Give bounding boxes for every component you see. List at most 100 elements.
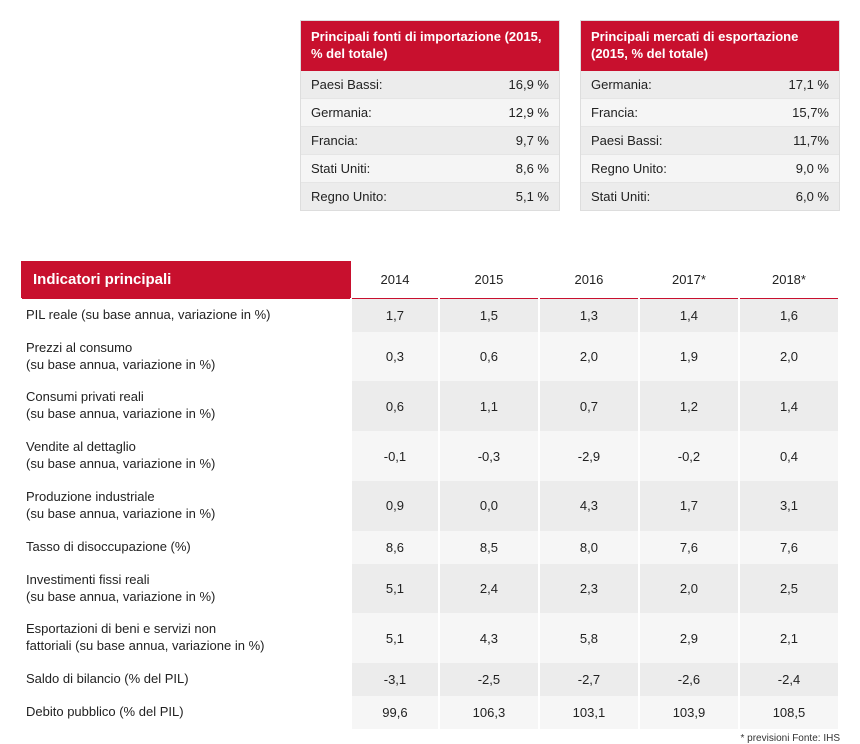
indicator-value: 5,8 xyxy=(539,613,639,663)
indicator-value: 8,5 xyxy=(439,531,539,564)
indicator-value: -0,1 xyxy=(351,431,439,481)
indicator-value: -2,4 xyxy=(739,663,839,696)
indicator-value: 1,4 xyxy=(639,298,739,331)
indicator-value: 2,3 xyxy=(539,564,639,614)
exports-label: Regno Unito: xyxy=(591,161,667,176)
imports-value: 8,6 % xyxy=(516,161,549,176)
imports-row: Regno Unito:5,1 % xyxy=(301,182,559,210)
indicator-value: 1,6 xyxy=(739,298,839,331)
exports-value: 17,1 % xyxy=(789,77,829,92)
indicator-value: 4,3 xyxy=(439,613,539,663)
indicator-value: 1,7 xyxy=(639,481,739,531)
indicators-table: Indicatori principali 2014 2015 2016 201… xyxy=(20,261,840,729)
indicator-value: 2,0 xyxy=(539,332,639,382)
indicator-value: 2,1 xyxy=(739,613,839,663)
exports-table: Principali mercati di esportazione (2015… xyxy=(580,20,840,211)
indicator-value: 3,1 xyxy=(739,481,839,531)
indicator-value: 1,7 xyxy=(351,298,439,331)
indicator-label: Tasso di disoccupazione (%) xyxy=(21,531,351,564)
imports-row: Germania:12,9 % xyxy=(301,98,559,126)
indicator-value: 1,3 xyxy=(539,298,639,331)
indicator-value: 106,3 xyxy=(439,696,539,729)
year-col-1: 2015 xyxy=(439,261,539,299)
table-row: PIL reale (su base annua, variazione in … xyxy=(21,298,839,331)
indicator-value: 8,0 xyxy=(539,531,639,564)
imports-row: Paesi Bassi: 16,9 % xyxy=(301,71,559,98)
indicator-value: -2,6 xyxy=(639,663,739,696)
indicator-value: 2,0 xyxy=(639,564,739,614)
year-col-2: 2016 xyxy=(539,261,639,299)
indicator-value: -3,1 xyxy=(351,663,439,696)
imports-header: Principali fonti di importazione (2015, … xyxy=(301,21,559,71)
indicator-value: 0,3 xyxy=(351,332,439,382)
indicator-label: PIL reale (su base annua, variazione in … xyxy=(21,298,351,331)
indicator-value: 8,6 xyxy=(351,531,439,564)
indicator-label: Consumi privati reali(su base annua, var… xyxy=(21,381,351,431)
indicator-value: 4,3 xyxy=(539,481,639,531)
indicator-value: 1,2 xyxy=(639,381,739,431)
exports-label: Francia: xyxy=(591,105,638,120)
exports-value: 6,0 % xyxy=(796,189,829,204)
exports-label: Stati Uniti: xyxy=(591,189,650,204)
indicator-value: 0,0 xyxy=(439,481,539,531)
indicator-value: -0,2 xyxy=(639,431,739,481)
exports-value: 11,7% xyxy=(793,133,829,148)
indicator-value: -2,5 xyxy=(439,663,539,696)
indicator-value: 2,9 xyxy=(639,613,739,663)
imports-value: 12,9 % xyxy=(509,105,549,120)
table-row: Investimenti fissi reali(su base annua, … xyxy=(21,564,839,614)
top-tables-row: Principali fonti di importazione (2015, … xyxy=(300,20,840,211)
table-row: Vendite al dettaglio(su base annua, vari… xyxy=(21,431,839,481)
indicator-value: 1,1 xyxy=(439,381,539,431)
indicator-value: 7,6 xyxy=(739,531,839,564)
table-row: Saldo di bilancio (% del PIL)-3,1-2,5-2,… xyxy=(21,663,839,696)
indicator-value: -0,3 xyxy=(439,431,539,481)
indicator-value: 103,1 xyxy=(539,696,639,729)
table-row: Esportazioni di beni e servizi nonfattor… xyxy=(21,613,839,663)
imports-value: 16,9 % xyxy=(509,77,549,92)
exports-row: Paesi Bassi: 11,7% xyxy=(581,126,839,154)
indicator-value: 2,0 xyxy=(739,332,839,382)
imports-label: Stati Uniti: xyxy=(311,161,370,176)
indicator-label: Produzione industriale(su base annua, va… xyxy=(21,481,351,531)
indicator-value: 0,9 xyxy=(351,481,439,531)
indicator-value: 2,4 xyxy=(439,564,539,614)
indicator-label: Vendite al dettaglio(su base annua, vari… xyxy=(21,431,351,481)
imports-value: 9,7 % xyxy=(516,133,549,148)
year-col-3: 2017* xyxy=(639,261,739,299)
indicator-value: 1,5 xyxy=(439,298,539,331)
exports-label: Paesi Bassi: xyxy=(591,133,663,148)
indicator-value: 108,5 xyxy=(739,696,839,729)
year-col-0: 2014 xyxy=(351,261,439,299)
indicator-value: 2,5 xyxy=(739,564,839,614)
indicator-value: -2,9 xyxy=(539,431,639,481)
indicator-label: Saldo di bilancio (% del PIL) xyxy=(21,663,351,696)
indicator-value: 0,6 xyxy=(351,381,439,431)
exports-row: Germania:17,1 % xyxy=(581,71,839,98)
indicator-value: 1,9 xyxy=(639,332,739,382)
exports-value: 9,0 % xyxy=(796,161,829,176)
table-row: Debito pubblico (% del PIL)99,6106,3103,… xyxy=(21,696,839,729)
indicator-value: 0,7 xyxy=(539,381,639,431)
indicator-label: Prezzi al consumo(su base annua, variazi… xyxy=(21,332,351,382)
indicator-value: 1,4 xyxy=(739,381,839,431)
indicator-value: -2,7 xyxy=(539,663,639,696)
indicator-value: 0,4 xyxy=(739,431,839,481)
exports-value: 15,7% xyxy=(792,105,829,120)
indicator-label: Debito pubblico (% del PIL) xyxy=(21,696,351,729)
imports-label: Francia: xyxy=(311,133,358,148)
indicator-value: 5,1 xyxy=(351,613,439,663)
exports-header: Principali mercati di esportazione (2015… xyxy=(581,21,839,71)
indicator-label: Esportazioni di beni e servizi nonfattor… xyxy=(21,613,351,663)
indicators-header-row: Indicatori principali 2014 2015 2016 201… xyxy=(21,261,839,299)
exports-row: Regno Unito: 9,0 % xyxy=(581,154,839,182)
exports-body: Germania:17,1 % Francia: 15,7% Paesi Bassi:… xyxy=(581,71,839,210)
table-row: Tasso di disoccupazione (%)8,68,58,07,67… xyxy=(21,531,839,564)
exports-row: Francia: 15,7% xyxy=(581,98,839,126)
indicator-value: 99,6 xyxy=(351,696,439,729)
imports-row: Francia: 9,7 % xyxy=(301,126,559,154)
imports-value: 5,1 % xyxy=(516,189,549,204)
imports-label: Paesi Bassi: xyxy=(311,77,383,92)
indicator-label: Investimenti fissi reali(su base annua, … xyxy=(21,564,351,614)
exports-row: Stati Uniti: 6,0 % xyxy=(581,182,839,210)
